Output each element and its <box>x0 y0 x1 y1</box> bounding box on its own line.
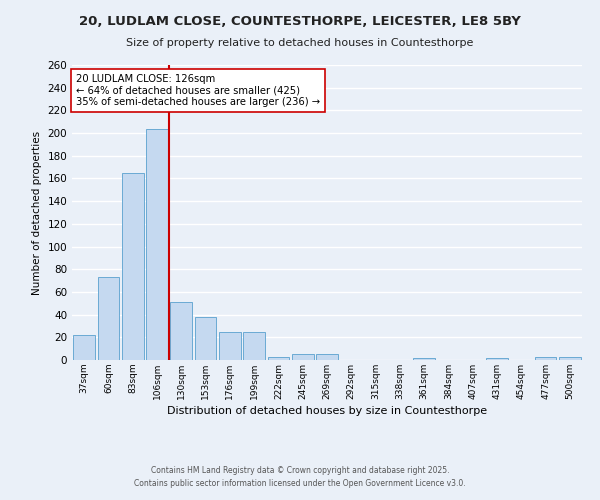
Bar <box>170 302 192 360</box>
Bar <box>219 332 241 360</box>
Bar <box>486 358 508 360</box>
Bar <box>122 173 143 360</box>
Bar <box>97 277 119 360</box>
Text: 20, LUDLAM CLOSE, COUNTESTHORPE, LEICESTER, LE8 5BY: 20, LUDLAM CLOSE, COUNTESTHORPE, LEICEST… <box>79 15 521 28</box>
Y-axis label: Number of detached properties: Number of detached properties <box>32 130 42 294</box>
Bar <box>559 356 581 360</box>
Bar <box>268 356 289 360</box>
Bar <box>316 354 338 360</box>
Bar <box>243 332 265 360</box>
Bar <box>535 356 556 360</box>
Bar <box>194 317 217 360</box>
Bar <box>73 335 95 360</box>
Text: 20 LUDLAM CLOSE: 126sqm
← 64% of detached houses are smaller (425)
35% of semi-d: 20 LUDLAM CLOSE: 126sqm ← 64% of detache… <box>76 74 320 108</box>
Bar <box>413 358 435 360</box>
Bar <box>292 354 314 360</box>
Bar <box>146 128 168 360</box>
Text: Size of property relative to detached houses in Countesthorpe: Size of property relative to detached ho… <box>127 38 473 48</box>
Text: Contains HM Land Registry data © Crown copyright and database right 2025.
Contai: Contains HM Land Registry data © Crown c… <box>134 466 466 487</box>
X-axis label: Distribution of detached houses by size in Countesthorpe: Distribution of detached houses by size … <box>167 406 487 416</box>
